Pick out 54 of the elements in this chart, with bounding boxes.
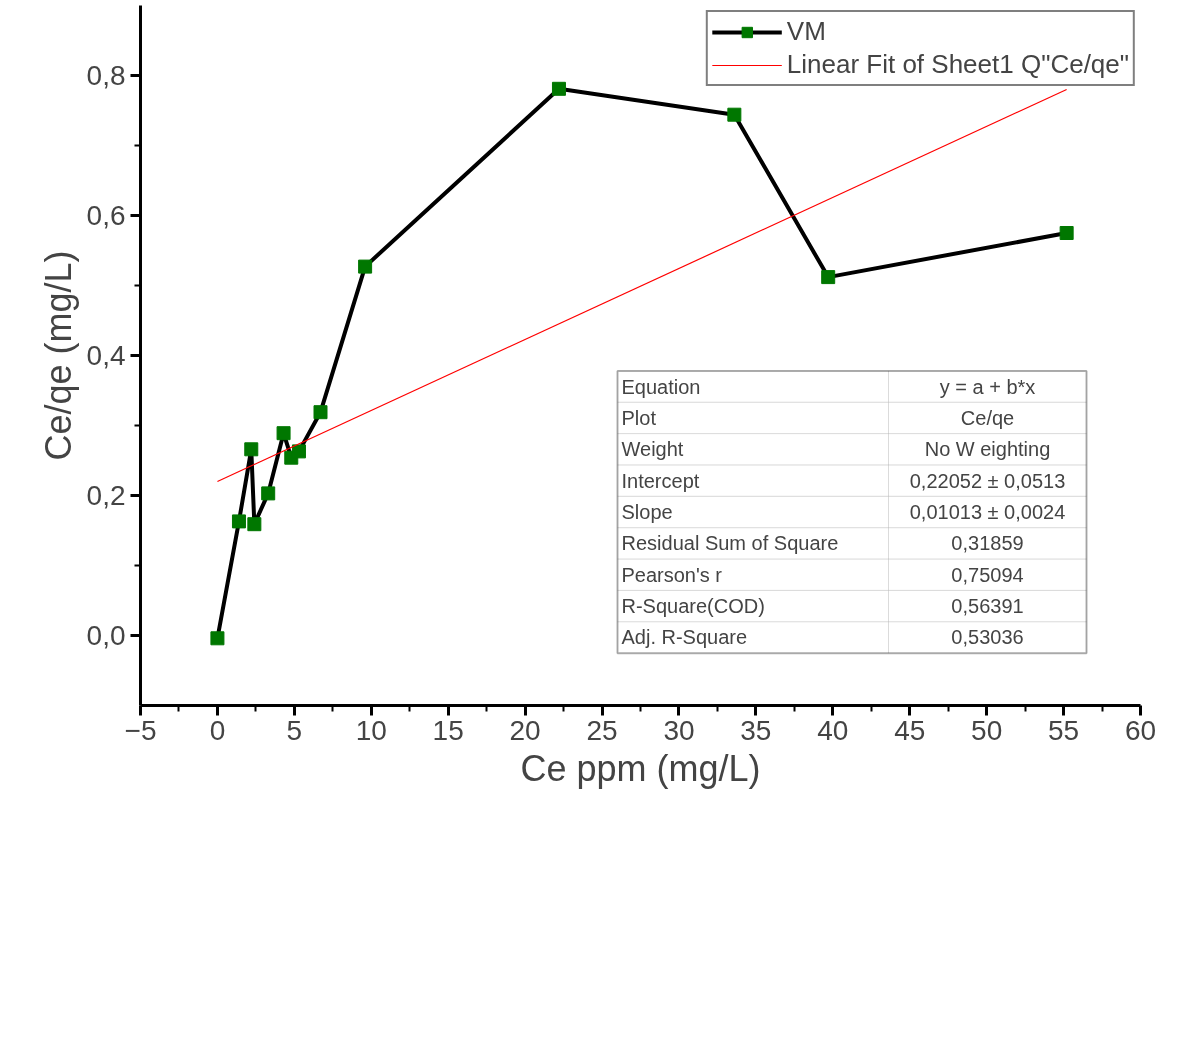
y-tick-label: 0,4 bbox=[86, 340, 126, 371]
annotation: Ce/qe bbox=[960, 406, 1015, 429]
x-tick-label: 25 bbox=[586, 714, 618, 746]
x-tick-label: 30 bbox=[663, 714, 695, 746]
annotation: 0,31859 bbox=[951, 532, 1024, 555]
x-tick-label: 45 bbox=[894, 714, 926, 746]
y-tick-label: 0,6 bbox=[86, 200, 126, 231]
point bbox=[247, 517, 262, 532]
x-tick-label: 50 bbox=[971, 714, 1003, 746]
annotation: 0,01013 ± 0,0024 bbox=[909, 501, 1066, 524]
annotation: No W eighting bbox=[924, 438, 1051, 461]
legend-label: VM bbox=[786, 16, 826, 47]
annotation: 0,75094 bbox=[951, 563, 1024, 586]
point bbox=[821, 270, 836, 285]
x-tick-label: 15 bbox=[432, 714, 464, 746]
x-tick-label: 60 bbox=[1124, 714, 1157, 746]
x-axis-title: Ce ppm (mg/L) bbox=[520, 747, 761, 789]
x-tick-label: 5 bbox=[286, 714, 303, 746]
x-tick-label: 35 bbox=[740, 714, 772, 746]
point bbox=[261, 486, 276, 501]
point bbox=[727, 107, 742, 122]
legend-label: Linear Fit of Sheet1 Q"Ce/qe" bbox=[786, 49, 1129, 80]
annotation: Equation bbox=[621, 375, 701, 398]
y-axis-title: Ce/qe (mg/L) bbox=[37, 250, 79, 461]
x-tick-label: 0 bbox=[209, 714, 226, 746]
point bbox=[276, 426, 291, 441]
point bbox=[244, 442, 259, 457]
x-tick-label: 20 bbox=[509, 714, 541, 746]
y-tick-label: 0,0 bbox=[86, 620, 126, 651]
annotation: 0,56391 bbox=[951, 595, 1024, 618]
annotation: 0,22052 ± 0,0513 bbox=[909, 469, 1066, 492]
x-tick-label: 55 bbox=[1048, 714, 1080, 746]
y-tick-label: 0,8 bbox=[86, 60, 126, 91]
annotation: Adj. R-Square bbox=[621, 626, 748, 649]
annotation: Pearson's r bbox=[621, 563, 723, 586]
point bbox=[551, 81, 566, 96]
annotation: 0,53036 bbox=[951, 626, 1024, 649]
point bbox=[313, 405, 328, 420]
point bbox=[291, 444, 306, 459]
annotation: Weight bbox=[621, 438, 684, 461]
point bbox=[358, 259, 373, 274]
annotation: Intercept bbox=[621, 469, 700, 492]
point bbox=[210, 631, 225, 646]
y-tick-label: 0,2 bbox=[86, 480, 126, 511]
point bbox=[1059, 226, 1074, 240]
point bbox=[231, 514, 246, 529]
x-tick-label: −5 bbox=[124, 714, 157, 746]
annotation: Residual Sum of Square bbox=[621, 532, 839, 555]
annotation: Plot bbox=[621, 406, 657, 429]
x-tick-label: 10 bbox=[355, 714, 387, 746]
annotation: Slope bbox=[621, 501, 673, 524]
x-tick-label: 40 bbox=[817, 714, 849, 746]
annotation: R-Square(COD) bbox=[621, 595, 765, 618]
annotation: y = a + b*x bbox=[939, 375, 1036, 398]
